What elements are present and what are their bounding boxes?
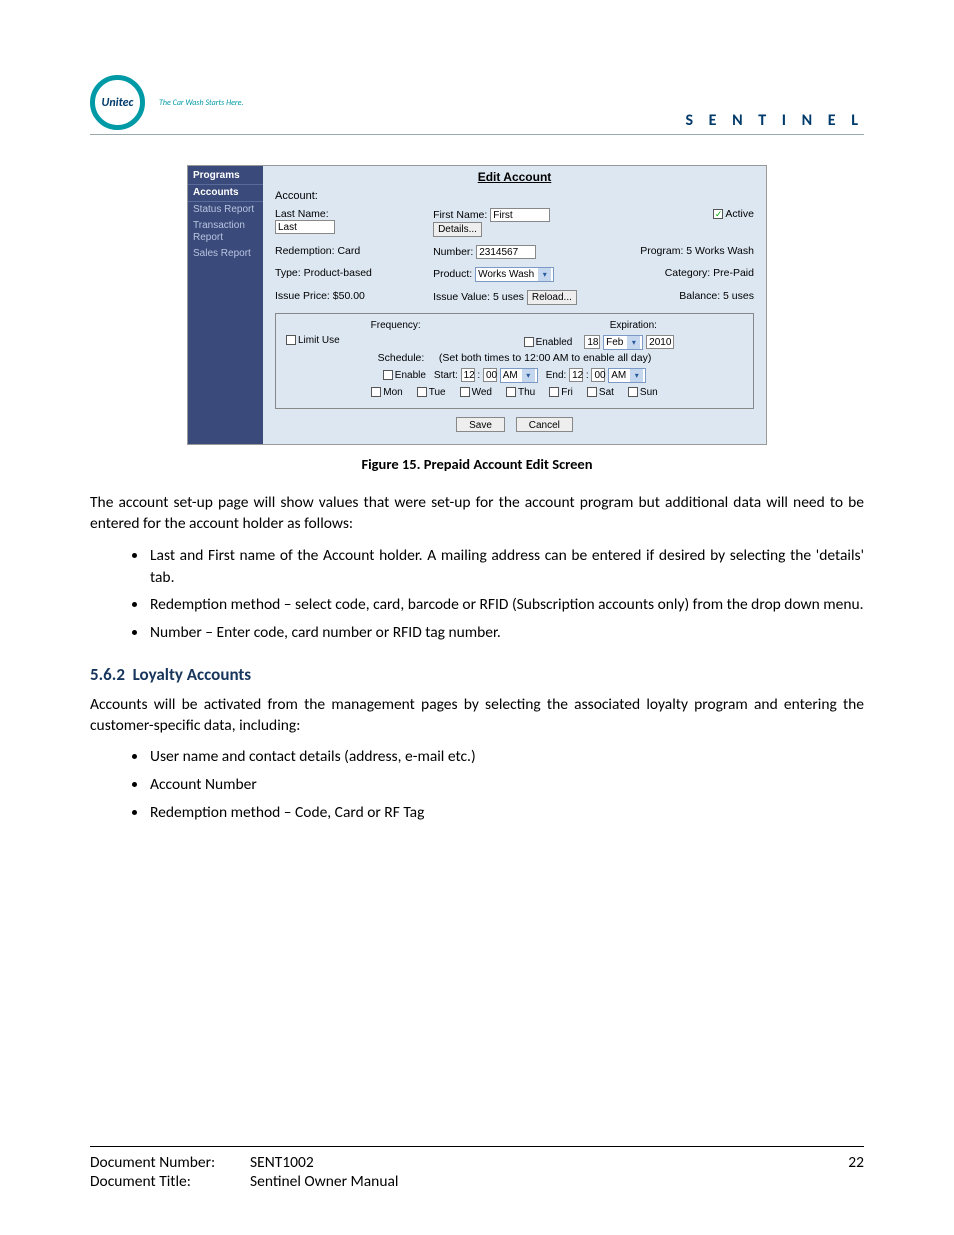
exp-year-input[interactable]: 2010 (646, 335, 674, 349)
redemption-label: Redemption: Card (275, 245, 428, 257)
chevron-down-icon: ▾ (627, 336, 640, 349)
end-ampm-dropdown[interactable]: AM▾ (608, 368, 646, 383)
sidebar-item-accounts[interactable]: Accounts (188, 185, 263, 202)
frequency-heading: Frequency: (286, 320, 505, 331)
list-1: Last and First name of the Account holde… (90, 545, 864, 644)
day-fri-checkbox[interactable] (549, 387, 559, 397)
list-item: Last and First name of the Account holde… (148, 545, 864, 588)
last-name-input[interactable]: Last (275, 220, 335, 234)
list-item: User name and contact details (address, … (148, 746, 864, 768)
active-checkbox[interactable] (713, 209, 723, 219)
paragraph-2: Accounts will be activated from the mana… (90, 695, 864, 737)
day-mon-checkbox[interactable] (371, 387, 381, 397)
day-sun-checkbox[interactable] (628, 387, 638, 397)
sidebar: Programs Accounts Status Report Transact… (188, 166, 263, 444)
expiration-heading: Expiration: (524, 320, 743, 331)
list-item: Redemption method – Code, Card or RF Tag (148, 802, 864, 824)
logo-tagline: The Car Wash Starts Here. (159, 98, 243, 108)
list-item: Redemption method – select code, card, b… (148, 594, 864, 616)
schedule-enable-checkbox[interactable] (383, 370, 393, 380)
panel-title: Edit Account (275, 170, 754, 184)
first-name-field: First Name: First Details... (433, 208, 615, 237)
schedule-label: Schedule: (378, 352, 425, 364)
reload-button[interactable]: Reload... (527, 290, 577, 305)
edit-account-panel: Edit Account Account: Last Name: Last Fi… (263, 166, 766, 444)
exp-month-dropdown[interactable]: Feb▾ (603, 335, 643, 350)
brand-title: S E N T I N E L (685, 111, 864, 130)
doc-title: Sentinel Owner Manual (250, 1172, 398, 1191)
doc-num-label: Document Number: (90, 1153, 250, 1172)
number-input[interactable]: 2314567 (476, 245, 536, 259)
sidebar-item-transaction-report[interactable]: Transaction Report (188, 218, 263, 246)
paragraph-1: The account set-up page will show values… (90, 493, 864, 535)
edit-account-screenshot: Programs Accounts Status Report Transact… (187, 165, 767, 445)
list-2: User name and contact details (address, … (90, 746, 864, 823)
sidebar-item-status-report[interactable]: Status Report (188, 202, 263, 218)
day-wed-checkbox[interactable] (460, 387, 470, 397)
list-item: Account Number (148, 774, 864, 796)
figure-caption: Figure 15. Prepaid Account Edit Screen (90, 455, 864, 473)
category-label: Category: Pre-Paid (620, 267, 754, 279)
cancel-button[interactable]: Cancel (516, 417, 573, 432)
doc-title-label: Document Title: (90, 1172, 250, 1191)
logo: Unitec The Car Wash Starts Here. (90, 75, 243, 130)
section-heading: 5.6.2 Loyalty Accounts (90, 664, 864, 685)
balance-label: Balance: 5 uses (620, 290, 754, 302)
issue-price-label: Issue Price: $50.00 (275, 290, 428, 302)
account-label: Account: (275, 190, 754, 202)
product-dropdown[interactable]: Works Wash▾ (475, 267, 554, 282)
issue-value-field: Issue Value: 5 uses Reload... (433, 290, 615, 305)
day-sat-checkbox[interactable] (587, 387, 597, 397)
chevron-down-icon: ▾ (630, 369, 643, 382)
end-hour-input[interactable]: 12 (569, 368, 583, 382)
start-ampm-dropdown[interactable]: AM▾ (500, 368, 538, 383)
active-checkbox-wrap: Active (620, 208, 754, 220)
list-item: Number – Enter code, card number or RFID… (148, 622, 864, 644)
sidebar-item-programs[interactable]: Programs (188, 168, 263, 185)
first-name-input[interactable]: First (490, 208, 550, 222)
exp-day-input[interactable]: 18 (584, 335, 600, 349)
chevron-down-icon: ▾ (522, 369, 535, 382)
schedule-hint: (Set both times to 12:00 AM to enable al… (439, 352, 651, 364)
sidebar-item-sales-report[interactable]: Sales Report (188, 246, 263, 262)
day-tue-checkbox[interactable] (417, 387, 427, 397)
end-min-input[interactable]: 00 (591, 368, 605, 382)
page-number: 22 (848, 1153, 864, 1191)
limit-use-checkbox[interactable] (286, 335, 296, 345)
doc-num: SENT1002 (250, 1153, 314, 1172)
frequency-expiration-box: Frequency: Limit Use Expiration: Enabled… (275, 313, 754, 409)
day-thu-checkbox[interactable] (506, 387, 516, 397)
start-hour-input[interactable]: 12 (461, 368, 475, 382)
type-label: Type: Product-based (275, 267, 428, 279)
last-name-field: Last Name: Last (275, 208, 428, 234)
product-field: Product: Works Wash▾ (433, 267, 615, 282)
logo-circle-icon: Unitec (90, 75, 145, 130)
details-button[interactable]: Details... (433, 222, 482, 237)
logo-text: Unitec (102, 96, 134, 110)
chevron-down-icon: ▾ (538, 268, 551, 281)
page-footer: Document Number:SENT1002 Document Title:… (90, 1146, 864, 1191)
number-field: Number: 2314567 (433, 245, 615, 259)
save-button[interactable]: Save (456, 417, 505, 432)
enabled-checkbox[interactable] (524, 337, 534, 347)
start-min-input[interactable]: 00 (483, 368, 497, 382)
page-header: Unitec The Car Wash Starts Here. S E N T… (90, 75, 864, 135)
program-label: Program: 5 Works Wash (620, 245, 754, 257)
